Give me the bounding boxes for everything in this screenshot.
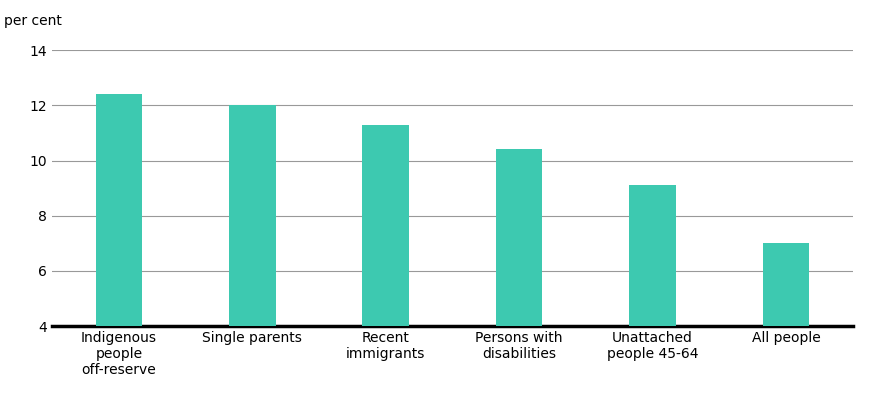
Bar — [495, 150, 542, 326]
Bar — [628, 185, 675, 326]
Bar — [229, 105, 275, 326]
Bar — [362, 125, 408, 326]
Text: per cent: per cent — [4, 14, 62, 28]
Bar — [761, 243, 808, 326]
Bar — [96, 94, 143, 326]
